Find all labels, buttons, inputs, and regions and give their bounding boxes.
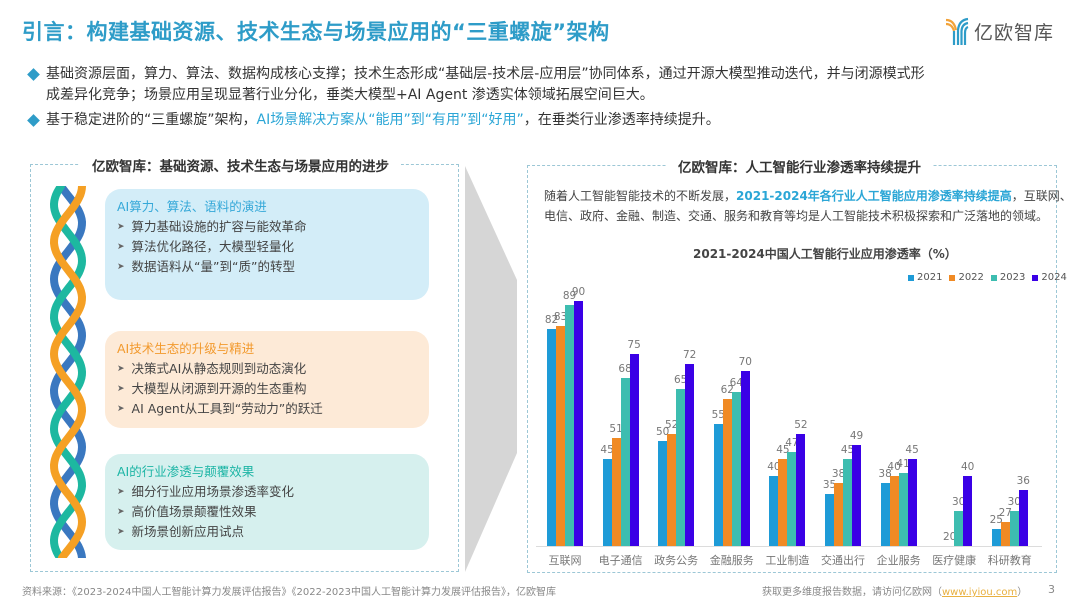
bullet-text-line: 基础资源层面，算力、算法、数据构成核心支撑；技术生态形成“基础层-技术层-应用层… (46, 66, 925, 82)
card-item: ➤ 大模型从闭源到开源的生态重构 (117, 379, 429, 399)
card-item: ➤ 新场景创新应用试点 (117, 522, 429, 542)
card-item: ➤ 决策式AI从静态规则到动态演化 (117, 359, 429, 379)
triple-helix-icon (49, 186, 87, 558)
left-panel-title: 亿欧智库：基础资源、技术生态与场景应用的进步 (80, 155, 401, 175)
card-industry: AI的行业渗透与颠覆效果 ➤ 细分行业应用场景渗透率变化 ➤ 高价值场景颠覆性效果 … (105, 454, 429, 550)
legend-swatch-icon (949, 274, 956, 281)
page-number: 3 (1048, 583, 1055, 596)
card-title: AI技术生态的升级与精进 (117, 341, 255, 356)
expand-arrow-shape (465, 166, 517, 572)
card-compute: AI算力、算法、语料的演进 ➤ 算力基础设施的扩容与能效革命 ➤ 算法优化路径，大模… (105, 189, 429, 300)
chart-title: 2021-2024中国人工智能行业应用渗透率（%） (693, 247, 957, 261)
bullet-highlight: AI场景解决方案从“能用”到“有用”到“好用” (256, 112, 524, 128)
summary-bullets: 基础资源层面，算力、算法、数据构成核心支撑；技术生态形成“基础层-技术层-应用层… (26, 64, 1066, 135)
arrow-bullet-icon: ➤ (117, 507, 125, 517)
brand-logo: 亿欧智库 (944, 14, 1059, 48)
footer-cta: 获取更多维度报告数据，请访问亿欧网（www.iyiou.com） (762, 587, 1028, 598)
description-highlight: 2021-2024年各行业人工智能应用渗透率持续提高 (736, 189, 1012, 203)
legend-item: 2022 (949, 272, 984, 283)
arrow-bullet-icon: ➤ (117, 404, 125, 414)
legend-swatch-icon (908, 274, 914, 281)
bullet-text: ，在垂类行业渗透率持续提升。 (523, 112, 720, 128)
page-title: 引言：构建基础资源、技术生态与场景应用的“三重螺旋”架构 (22, 20, 610, 44)
x-axis-line (536, 546, 1042, 547)
arrow-bullet-icon: ➤ (117, 242, 125, 252)
diamond-bullet-icon (27, 68, 40, 81)
bullet-item: 基于稳定进阶的“三重螺旋”架构，AI场景解决方案从“能用”到“有用”到“好用”，… (26, 110, 1066, 131)
card-item: ➤ 高价值场景颠覆性效果 (117, 502, 429, 522)
right-panel-title: 亿欧智库：人工智能行业渗透率持续提升 (666, 156, 933, 176)
card-title: AI算力、算法、语料的演进 (117, 199, 267, 214)
legend-swatch-icon (990, 274, 997, 281)
right-panel-description: 随着人工智能智能技术的不断发展，2021-2024年各行业人工智能应用渗透率持续… (544, 189, 1072, 223)
legend-item: 2021 (908, 272, 942, 283)
arrow-bullet-icon: ➤ (117, 527, 125, 537)
card-ecosystem: AI技术生态的升级与精进 ➤ 决策式AI从静态规则到动态演化 ➤ 大模型从闭源到开源… (105, 331, 429, 428)
card-item: ➤ 算法优化路径，大模型轻量化 (117, 237, 429, 257)
arrow-bullet-icon: ➤ (117, 222, 125, 232)
bullet-item: 基础资源层面，算力、算法、数据构成核心支撑；技术生态形成“基础层-技术层-应用层… (26, 64, 1066, 106)
card-item: ➤ 算力基础设施的扩容与能效革命 (117, 217, 429, 237)
legend-item: 2023 (990, 272, 1025, 283)
source-note: 资料来源：《2023-2024中国人工智能计算力发展评估报告》《2022-202… (22, 587, 557, 598)
website-link[interactable]: www.iyiou.com (942, 587, 1018, 598)
arrow-bullet-icon: ➤ (117, 384, 125, 394)
card-item: ➤ AI Agent从工具到“劳动力”的跃迁 (117, 399, 429, 419)
logo-text: 亿欧智库 (974, 21, 1055, 44)
chart-legend: 2021 2022 2023 2024 (908, 272, 1074, 283)
legend-item: 2024 (1032, 272, 1067, 283)
bullet-text-line: 成差异化竞争；场景应用呈现显著行业分化，垂类大模型+AI Agent 渗透实体领… (46, 87, 654, 103)
arrow-bullet-icon: ➤ (117, 487, 125, 497)
diamond-bullet-icon (27, 114, 40, 127)
bullet-text: 基于稳定进阶的“三重螺旋”架构， (46, 112, 257, 128)
legend-swatch-icon (1032, 274, 1039, 281)
yiou-logo-icon (945, 17, 969, 45)
arrow-bullet-icon: ➤ (117, 364, 125, 374)
card-item: ➤ 细分行业应用场景渗透率变化 (117, 482, 429, 502)
card-item: ➤ 数据语料从“量”到“质”的转型 (117, 257, 429, 277)
arrow-bullet-icon: ➤ (117, 262, 125, 272)
right-panel (527, 165, 1057, 573)
card-title: AI的行业渗透与颠覆效果 (117, 464, 255, 479)
